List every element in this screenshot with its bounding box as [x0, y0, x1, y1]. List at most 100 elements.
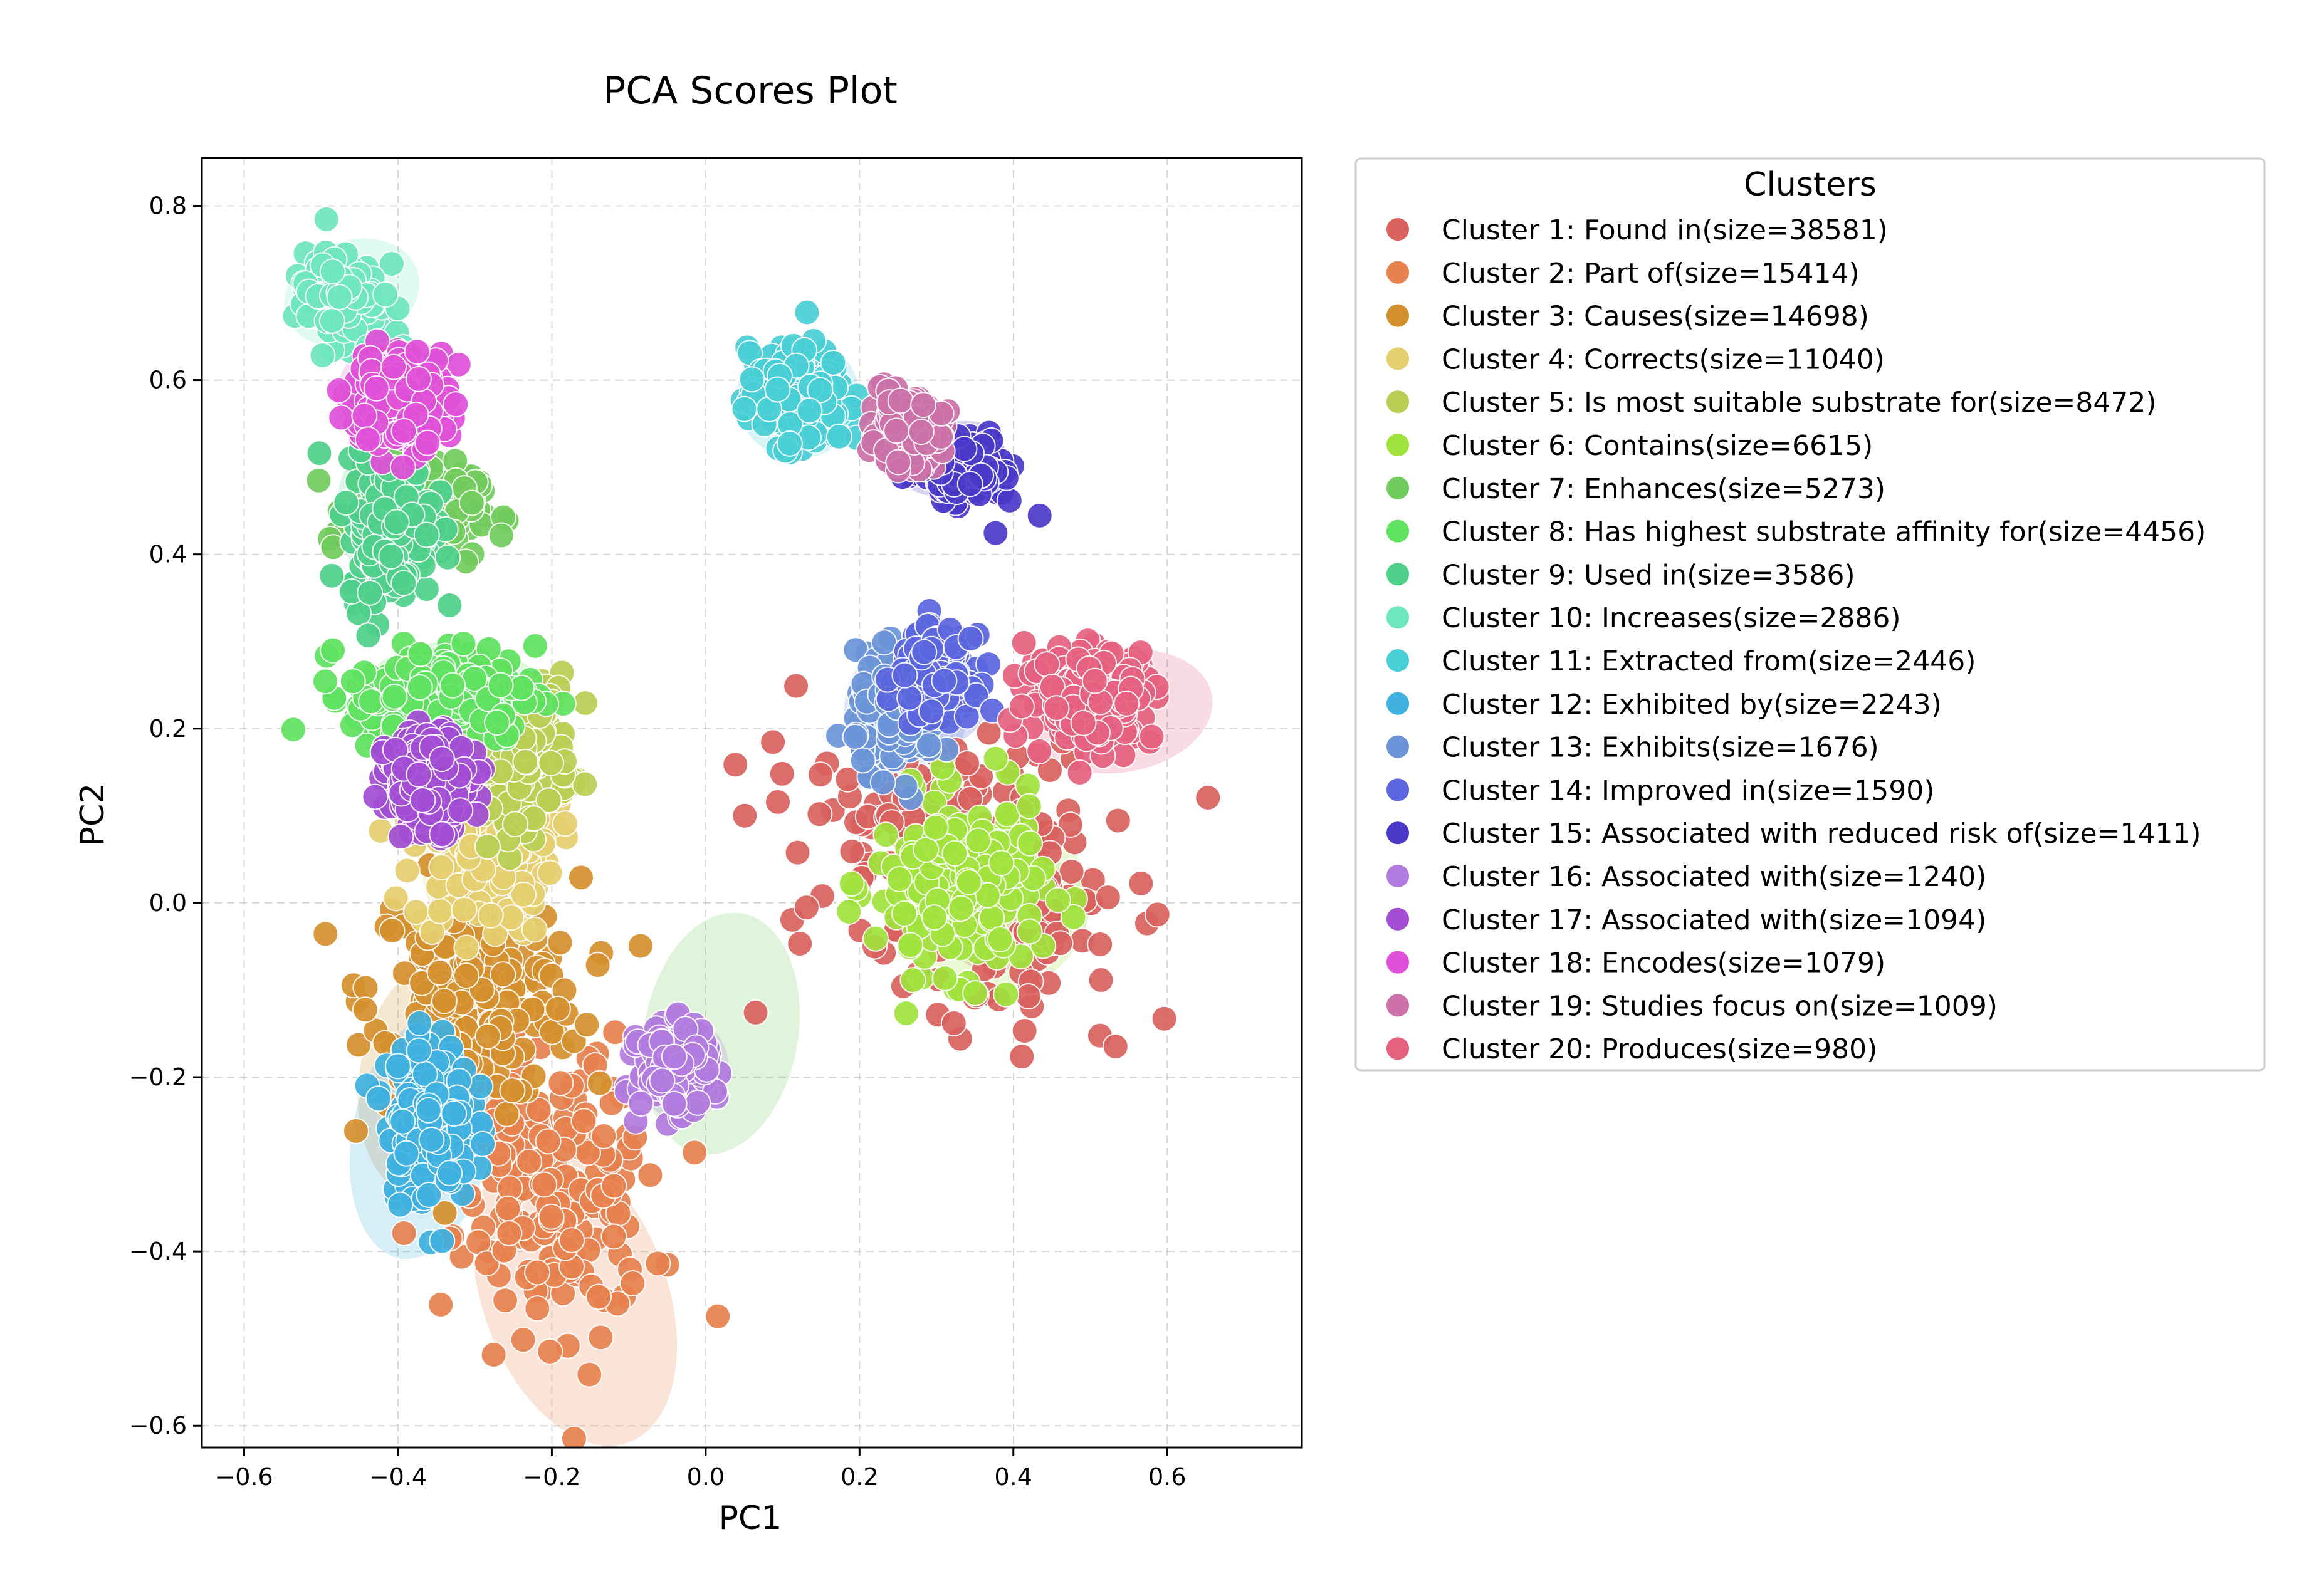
scatter-point	[537, 860, 563, 887]
scatter-point	[416, 1182, 443, 1209]
scatter-point	[535, 1128, 562, 1155]
legend-label-12: Cluster 12: Exhibited by(size=2243)	[1442, 689, 1942, 721]
scatter-point	[380, 353, 407, 380]
legend-label-18: Cluster 18: Encodes(size=1079)	[1442, 947, 1885, 979]
scatter-point	[326, 284, 353, 311]
scatter-point	[394, 857, 421, 884]
scatter-point	[806, 801, 833, 828]
scatter-point	[921, 904, 948, 931]
scatter-point	[558, 1227, 585, 1254]
scatter-point	[722, 751, 749, 778]
series-cluster-9	[306, 426, 463, 649]
series-cluster-6	[836, 745, 1089, 1027]
scatter-point	[988, 850, 1015, 877]
legend-label-20: Cluster 20: Produces(size=980)	[1442, 1033, 1877, 1065]
scatter-point	[436, 1160, 463, 1187]
scatter-point	[390, 417, 417, 444]
scatter-point	[793, 894, 820, 921]
legend-marker-13	[1385, 734, 1410, 759]
scatter-point	[768, 760, 795, 787]
scatter-point	[619, 1270, 646, 1297]
scatter-point	[521, 916, 548, 943]
scatter-point	[956, 471, 983, 498]
scatter-point	[1057, 811, 1084, 838]
scatter-point	[567, 864, 594, 891]
scatter-point	[982, 745, 1009, 772]
scatter-point	[742, 999, 769, 1026]
legend-label-11: Cluster 11: Extracted from(size=2446)	[1442, 645, 1976, 677]
scatter-point	[661, 1043, 688, 1070]
scatter-point	[538, 1203, 565, 1230]
scatter-point	[488, 522, 515, 549]
legend-marker-2	[1385, 259, 1410, 285]
legend-marker-7	[1385, 475, 1410, 501]
scatter-point	[406, 1009, 433, 1036]
x-tick-label: −0.6	[215, 1463, 273, 1491]
scatter-point	[409, 787, 436, 814]
legend-label-14: Cluster 14: Improved in(size=1590)	[1442, 775, 1934, 806]
x-tick-label: 0.4	[995, 1463, 1032, 1491]
scatter-point	[918, 698, 945, 725]
scatter-point	[431, 988, 458, 1014]
scatter-point	[305, 467, 332, 494]
scatter-point	[681, 1139, 708, 1166]
scatter-point	[1058, 858, 1085, 885]
scatter-point	[913, 837, 940, 863]
x-axis-label: PC1	[719, 1500, 782, 1537]
scatter-point	[492, 1287, 519, 1314]
scatter-point	[521, 632, 548, 659]
scatter-point	[705, 1303, 731, 1330]
legend-marker-15	[1385, 820, 1410, 846]
legend-label-4: Cluster 4: Corrects(size=11040)	[1442, 343, 1885, 375]
scatter-point	[389, 454, 416, 481]
scatter-point	[1009, 1043, 1035, 1070]
chart-title: PCA Scores Plot	[603, 69, 898, 113]
scatter-point	[496, 1220, 523, 1247]
scatter-point	[510, 881, 537, 908]
scatter-point	[1011, 1018, 1038, 1045]
scatter-point	[975, 719, 1002, 746]
scatter-point	[544, 995, 571, 1022]
scatter-point	[1043, 695, 1070, 722]
scatter-point	[887, 387, 914, 414]
scatter-point	[842, 723, 869, 750]
y-axis-label: PC2	[74, 783, 112, 847]
scatter-point	[872, 821, 899, 848]
legend-label-8: Cluster 8: Has highest substrate affinit…	[1442, 516, 2206, 548]
scatter-point	[402, 899, 429, 926]
scatter-point	[911, 639, 938, 665]
legend-label-5: Cluster 5: Is most suitable substrate fo…	[1442, 387, 2157, 419]
scatter-point	[415, 1097, 442, 1124]
legend-marker-20	[1385, 1036, 1410, 1061]
legend-marker-16	[1385, 863, 1410, 889]
scatter-point	[637, 1162, 664, 1189]
scatter-point	[547, 1070, 574, 1097]
scatter-point	[661, 1090, 688, 1117]
y-tick-label: 0.6	[149, 367, 187, 394]
x-tick-label: 0.0	[687, 1463, 725, 1491]
legend-marker-4	[1385, 346, 1410, 372]
series-cluster-17	[362, 709, 496, 852]
scatter-point	[414, 429, 441, 456]
y-tick-label: −0.4	[129, 1238, 187, 1265]
scatter-point	[931, 965, 958, 992]
series-cluster-11	[729, 299, 870, 466]
scatter-point	[893, 1000, 920, 1027]
scatter-point	[948, 895, 975, 922]
scatter-point	[538, 749, 565, 776]
scatter-point	[910, 392, 937, 419]
scatter-point	[325, 377, 352, 404]
scatter-point	[363, 375, 390, 402]
scatter-point	[807, 377, 834, 404]
scatter-point	[441, 1100, 468, 1127]
scatter-point	[342, 1117, 369, 1144]
scatter-point	[825, 423, 852, 450]
scatter-point	[387, 823, 414, 850]
scatter-point	[1008, 693, 1035, 720]
scatter-point	[584, 952, 611, 979]
scatter-point	[1113, 690, 1140, 717]
scatter-point	[451, 896, 478, 923]
scatter-point	[510, 1327, 537, 1353]
scatter-point	[524, 1295, 551, 1322]
